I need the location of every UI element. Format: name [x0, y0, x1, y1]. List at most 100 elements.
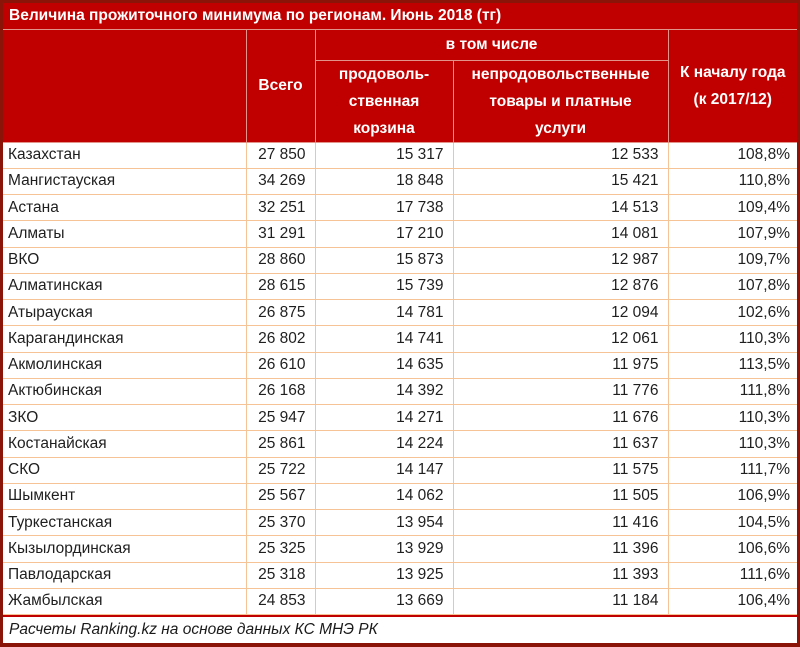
- header-region: [3, 30, 247, 143]
- region-cell: ВКО: [3, 246, 247, 274]
- change-cell: 102,6%: [667, 298, 797, 327]
- change-cell: 113,5%: [667, 351, 797, 379]
- change-cell: 107,9%: [667, 220, 797, 248]
- region-cell: Шымкент: [3, 482, 247, 511]
- region-cell: Актюбинская: [3, 377, 247, 406]
- change-cell: 108,8%: [667, 141, 797, 169]
- region-cell: Кызылординская: [3, 535, 247, 563]
- change-cell: 106,6%: [667, 535, 797, 563]
- region-cell: Астана: [3, 193, 247, 222]
- table-body: Казахстан 27 850 15 317 12 533 108,8% Ма…: [3, 141, 797, 616]
- food-cell: 14 741: [314, 325, 454, 353]
- nonfood-cell: 11 396: [452, 535, 669, 563]
- change-cell: 109,7%: [667, 246, 797, 274]
- table-row: Туркестанская 25 370 13 954 11 416 104,5…: [3, 508, 797, 537]
- total-cell: 34 269: [245, 167, 316, 196]
- nonfood-cell: 11 676: [452, 403, 669, 432]
- table-row: Карагандинская 26 802 14 741 12 061 110,…: [3, 325, 797, 353]
- food-cell: 13 925: [314, 561, 454, 589]
- nonfood-cell: 11 416: [452, 508, 669, 537]
- nonfood-cell: 11 637: [452, 430, 669, 458]
- food-cell: 15 739: [314, 272, 454, 301]
- change-cell: 107,8%: [667, 272, 797, 301]
- total-cell: 28 615: [245, 272, 316, 301]
- total-cell: 26 802: [245, 325, 316, 353]
- food-cell: 14 147: [314, 456, 454, 484]
- region-cell: Алматинская: [3, 272, 247, 301]
- nonfood-cell: 11 776: [452, 377, 669, 406]
- total-cell: 25 722: [245, 456, 316, 484]
- region-cell: Мангистауская: [3, 167, 247, 196]
- nonfood-cell: 14 081: [452, 220, 669, 248]
- nonfood-cell: 15 421: [452, 167, 669, 196]
- table-row: Жамбылская 24 853 13 669 11 184 106,4%: [3, 587, 797, 616]
- table-row: Кызылординская 25 325 13 929 11 396 106,…: [3, 535, 797, 563]
- nonfood-cell: 12 987: [452, 246, 669, 274]
- table-row: Актюбинская 26 168 14 392 11 776 111,8%: [3, 377, 797, 406]
- total-cell: 31 291: [245, 220, 316, 248]
- food-cell: 13 929: [314, 535, 454, 563]
- region-cell: Алматы: [3, 220, 247, 248]
- table-row: Костанайская 25 861 14 224 11 637 110,3%: [3, 430, 797, 458]
- total-cell: 26 875: [245, 298, 316, 327]
- food-cell: 14 271: [314, 403, 454, 432]
- total-cell: 27 850: [245, 141, 316, 169]
- change-cell: 111,6%: [667, 561, 797, 589]
- region-cell: Туркестанская: [3, 508, 247, 537]
- table-row: СКО 25 722 14 147 11 575 111,7%: [3, 456, 797, 484]
- table-row: Мангистауская 34 269 18 848 15 421 110,8…: [3, 167, 797, 196]
- table-row: Шымкент 25 567 14 062 11 505 106,9%: [3, 482, 797, 511]
- nonfood-cell: 11 505: [452, 482, 669, 511]
- total-cell: 25 567: [245, 482, 316, 511]
- table-row: Акмолинская 26 610 14 635 11 975 113,5%: [3, 351, 797, 379]
- food-cell: 14 224: [314, 430, 454, 458]
- region-cell: ЗКО: [3, 403, 247, 432]
- region-cell: Акмолинская: [3, 351, 247, 379]
- food-cell: 14 392: [314, 377, 454, 406]
- total-cell: 24 853: [245, 587, 316, 616]
- region-cell: Костанайская: [3, 430, 247, 458]
- region-cell: Жамбылская: [3, 587, 247, 616]
- header-nonfood-services: непродовольственные товары и платные усл…: [452, 59, 669, 143]
- change-cell: 111,8%: [667, 377, 797, 406]
- table-row: Павлодарская 25 318 13 925 11 393 111,6%: [3, 561, 797, 589]
- change-cell: 110,3%: [667, 403, 797, 432]
- total-cell: 25 325: [245, 535, 316, 563]
- table-row: Казахстан 27 850 15 317 12 533 108,8%: [3, 141, 797, 169]
- nonfood-cell: 11 393: [452, 561, 669, 589]
- region-cell: Казахстан: [3, 141, 247, 169]
- nonfood-cell: 12 094: [452, 298, 669, 327]
- table-row: Атырауская 26 875 14 781 12 094 102,6%: [3, 298, 797, 327]
- food-cell: 14 781: [314, 298, 454, 327]
- food-cell: 13 954: [314, 508, 454, 537]
- table-row: Астана 32 251 17 738 14 513 109,4%: [3, 193, 797, 222]
- nonfood-cell: 12 876: [452, 272, 669, 301]
- region-cell: Павлодарская: [3, 561, 247, 589]
- total-cell: 25 318: [245, 561, 316, 589]
- nonfood-cell: 11 975: [452, 351, 669, 379]
- change-cell: 106,4%: [667, 587, 797, 616]
- region-cell: СКО: [3, 456, 247, 484]
- food-cell: 15 873: [314, 246, 454, 274]
- change-cell: 110,3%: [667, 430, 797, 458]
- total-cell: 26 168: [245, 377, 316, 406]
- total-cell: 32 251: [245, 193, 316, 222]
- change-cell: 110,8%: [667, 167, 797, 196]
- nonfood-cell: 12 533: [452, 141, 669, 169]
- food-cell: 18 848: [314, 167, 454, 196]
- change-cell: 106,9%: [667, 482, 797, 511]
- food-cell: 17 210: [314, 220, 454, 248]
- total-cell: 25 861: [245, 430, 316, 458]
- region-cell: Атырауская: [3, 298, 247, 327]
- food-cell: 14 635: [314, 351, 454, 379]
- change-cell: 110,3%: [667, 325, 797, 353]
- food-cell: 15 317: [314, 141, 454, 169]
- food-cell: 14 062: [314, 482, 454, 511]
- change-cell: 109,4%: [667, 193, 797, 222]
- header-total: Всего: [245, 30, 316, 143]
- table-row: Алматинская 28 615 15 739 12 876 107,8%: [3, 272, 797, 301]
- change-cell: 104,5%: [667, 508, 797, 537]
- source-note: Расчеты Ranking.kz на основе данных КС М…: [3, 615, 797, 643]
- table-row: ЗКО 25 947 14 271 11 676 110,3%: [3, 403, 797, 432]
